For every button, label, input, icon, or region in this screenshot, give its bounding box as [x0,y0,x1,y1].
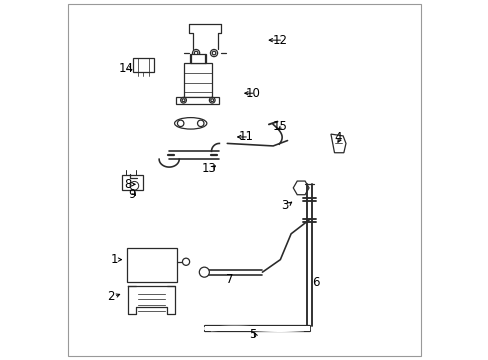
Bar [127,248,177,282]
Bar [183,63,212,96]
Text: 13: 13 [201,162,216,175]
Ellipse shape [174,118,206,129]
Text: 15: 15 [272,120,287,133]
Bar [122,175,142,190]
Circle shape [180,97,186,103]
Text: 1: 1 [111,253,118,266]
Circle shape [199,267,209,277]
Text: 8: 8 [124,178,131,191]
Text: 3: 3 [281,199,288,212]
Bar [204,326,309,331]
Text: 2: 2 [107,290,115,303]
Text: 6: 6 [312,276,319,289]
Circle shape [210,49,217,57]
Bar [133,58,153,72]
Bar [131,252,174,279]
Text: 4: 4 [333,131,341,144]
Circle shape [182,258,189,265]
Polygon shape [330,134,346,153]
Circle shape [209,97,215,103]
Circle shape [177,120,183,127]
Bar [190,54,205,63]
Text: 7: 7 [226,273,233,286]
Circle shape [192,49,199,57]
Circle shape [197,120,203,127]
Text: 5: 5 [248,328,256,341]
Bar [176,96,219,104]
Circle shape [130,181,139,190]
Text: 12: 12 [272,33,287,47]
Polygon shape [293,181,308,195]
Text: 11: 11 [238,130,253,144]
Text: 10: 10 [245,87,260,100]
Text: 9: 9 [128,188,135,201]
Text: 14: 14 [119,62,133,75]
